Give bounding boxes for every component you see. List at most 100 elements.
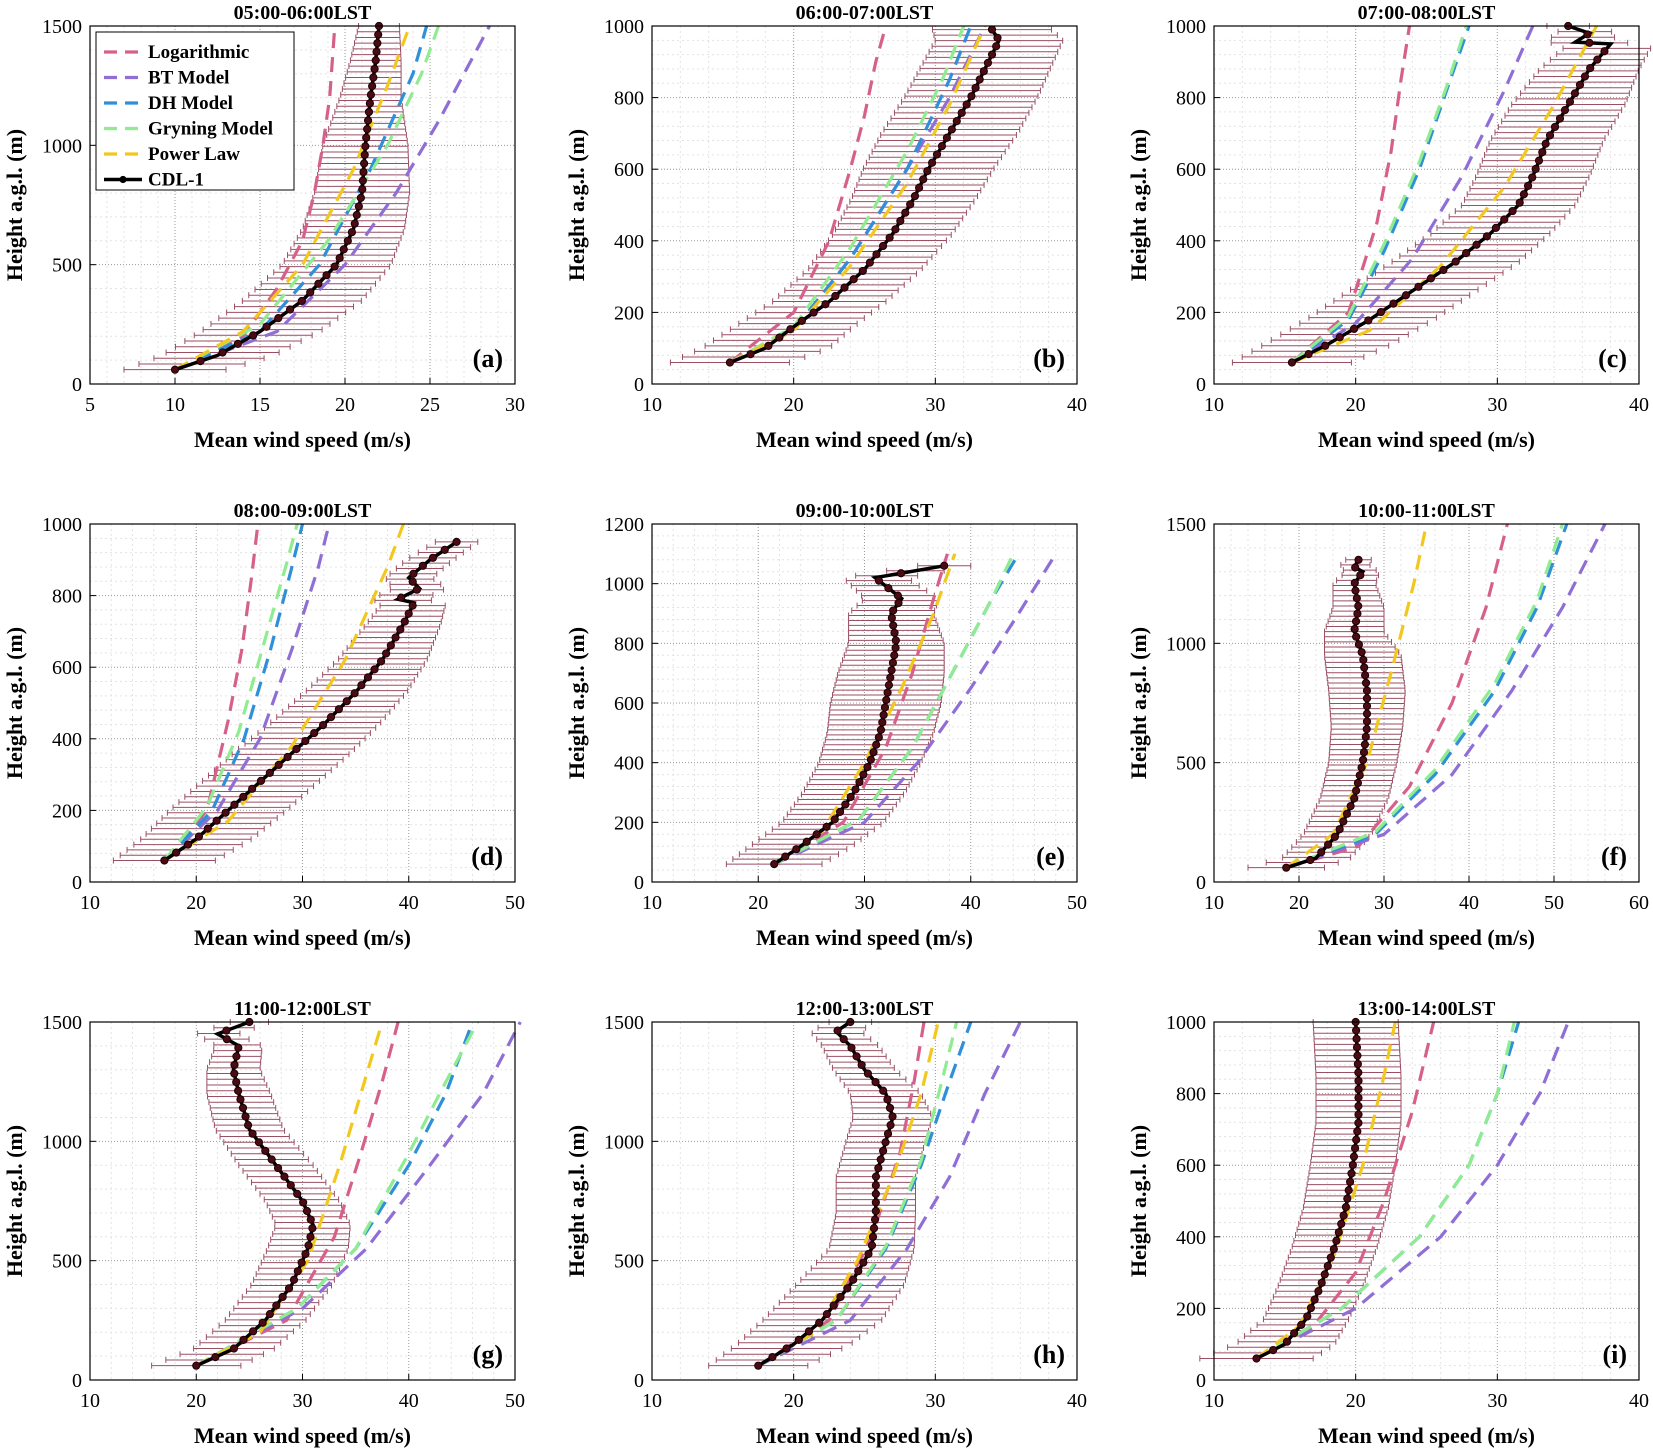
cdl1-marker [222,1026,231,1035]
cdl1-marker [887,666,896,675]
model-line-logarithmic [163,523,260,862]
cdl1-marker [278,1292,287,1302]
x-tick-label: 30 [855,892,875,914]
cdl1-marker [352,210,361,220]
cdl1-marker [975,75,984,84]
cdl1-marker [947,125,956,134]
cdl1-marker [1541,139,1550,148]
cdl1-marker [347,228,357,237]
y-axis-label: Height a.g.l. (m) [1126,129,1151,281]
y-axis-label: Height a.g.l. (m) [564,129,589,281]
cdl1-marker [940,561,949,570]
plot-frame [651,25,1078,385]
cdl1-marker [872,740,881,749]
cdl1-marker [881,1138,890,1147]
cdl1-marker [409,569,418,578]
cdl1-marker [932,150,942,159]
y-tick-label: 1200 [604,514,644,536]
cdl1-marker [1360,740,1370,749]
cdl1-marker [1342,809,1352,818]
cdl1-marker [1329,1245,1338,1254]
cdl1-marker [927,158,937,167]
x-tick-label: 10 [642,892,662,914]
cdl1-marker [859,1258,868,1267]
legend-label: Logarithmic [148,42,249,63]
cdl1-marker [391,633,400,642]
cdl1-marker [1500,215,1509,224]
cdl1-marker [1269,1346,1278,1355]
cdl1-marker [1353,1059,1362,1069]
cdl1-marker [851,785,860,794]
cdl1-marker [876,725,886,734]
cdl1-marker [211,1352,220,1362]
cdl1-marker [1354,640,1364,649]
y-tick-label: 0 [72,872,82,894]
cdl1-marker [809,308,818,317]
cdl1-marker [1335,333,1344,342]
cdl1-marker [1334,1228,1343,1237]
cdl1-marker [218,348,227,357]
x-tick-label: 50 [505,892,525,914]
cdl1-marker [962,100,971,109]
cdl1-markers [1287,21,1609,367]
model-line-bt-model [163,523,331,862]
y-tick-label: 600 [1176,1155,1206,1177]
cdl1-marker [888,1112,897,1121]
panel-label: (g) [473,1340,503,1369]
cdl1-marker [284,1284,294,1293]
model-line-gryning-model [195,1021,480,1368]
x-tick-label: 50 [1067,892,1087,914]
cdl1-marker [876,1155,885,1164]
cdl1-marker [1357,763,1366,772]
model-line-power-law [1291,25,1598,364]
cdl1-marker [831,291,840,301]
cdl1-marker [192,1361,201,1370]
cdl1-marker [306,288,315,297]
cdl1-marker [857,1060,866,1070]
model-line-gryning-model [163,523,299,862]
cdl1-marker [1341,1202,1351,1212]
cdl1-marker [1353,1127,1362,1136]
x-tick-label: 30 [925,394,945,416]
cdl1-marker [368,82,377,91]
cdl1-marker [1320,1270,1329,1279]
cdl1-marker [1352,594,1361,603]
cdl1-marker [1575,80,1585,89]
cdl1-marker [987,25,997,34]
cdl1-marker [1560,106,1570,115]
cdl1-marker [886,1121,895,1130]
model-line-power-law [195,1021,384,1368]
cdl1-marker [1528,173,1537,182]
cdl1-marker [883,688,892,697]
cdl1-marker [1401,291,1411,300]
cdl1-marker [373,39,382,48]
cdl1-marker [212,816,221,825]
cdl1-marker [285,305,295,314]
cdl1-marker [232,1078,241,1087]
cdl1-marker [1354,1085,1363,1094]
legend-label: DH Model [148,93,233,114]
cdl1-marker [1362,686,1372,695]
cdl1-marker [1352,1135,1361,1144]
cdl1-marker [879,710,888,720]
y-tick-label: 1000 [604,1131,644,1153]
cdl1-marker [1339,1211,1348,1220]
x-tick-label: 10 [642,394,662,416]
cdl1-marker [370,64,379,74]
y-tick-label: 800 [1176,88,1206,110]
y-tick-label: 1000 [42,1131,82,1153]
cdl1-marker [1314,1287,1323,1296]
x-tick-label: 10 [642,1390,662,1412]
cdl1-marker [236,1095,245,1104]
model-line-bt-model [174,25,491,372]
cdl1-marker [233,339,242,349]
cdl1-marker [363,116,373,125]
cdl1-marker [362,133,371,142]
cdl1-marker [297,1258,306,1267]
model-line-logarithmic [773,553,949,866]
cdl1-marker [330,262,339,271]
cdl1-marker [283,752,292,762]
x-tick-label: 10 [1204,394,1224,416]
cdl1-marker [234,1043,243,1052]
